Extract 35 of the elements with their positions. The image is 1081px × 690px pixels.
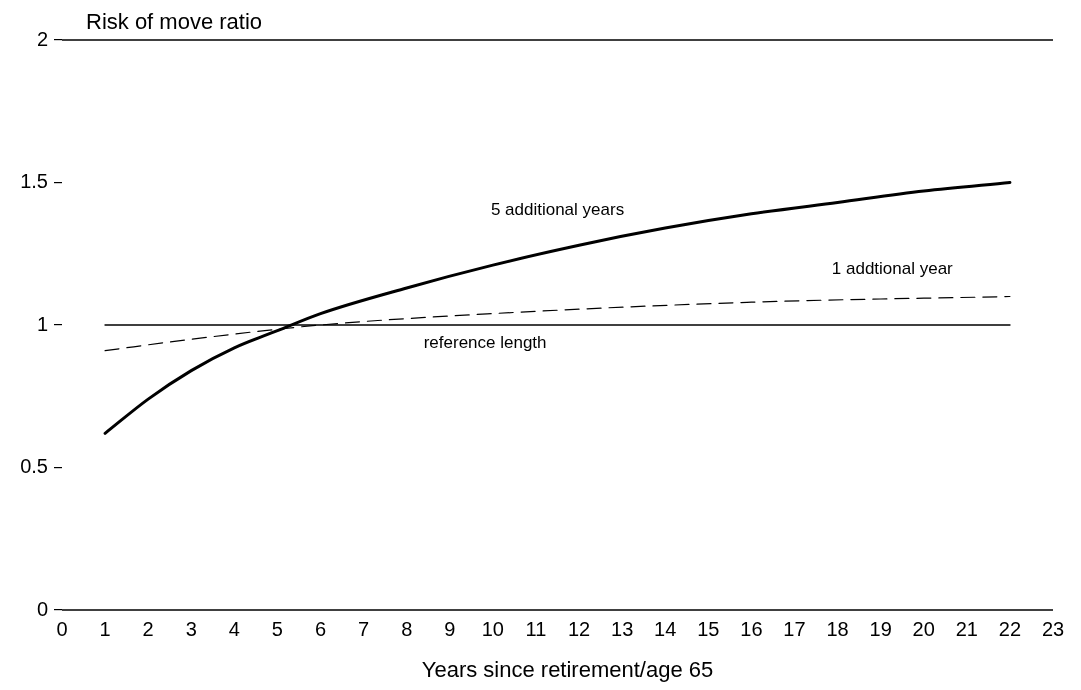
x-tick-label: 19 — [869, 617, 892, 640]
x-tick-label: 9 — [444, 617, 456, 640]
series-label: 5 additional years — [490, 199, 625, 219]
x-tick-label: 20 — [912, 617, 935, 640]
x-tick-label: 7 — [358, 617, 370, 640]
x-tick-label: 22 — [998, 617, 1022, 640]
y-axis-title: Risk of move ratio — [86, 9, 263, 35]
x-tick-label: 2 — [142, 617, 154, 640]
x-tick-label: 10 — [481, 617, 504, 640]
x-tick-label: 8 — [401, 617, 413, 640]
x-tick-label: 13 — [611, 617, 634, 640]
x-tick-label: 17 — [783, 617, 806, 640]
line-series — [103, 181, 1012, 435]
x-tick-label: 16 — [740, 617, 763, 640]
x-tick-label: 12 — [567, 617, 591, 640]
y-tick-label: 0 — [36, 597, 48, 620]
x-tick-label: 3 — [185, 617, 197, 640]
y-tick-label: 1 — [36, 312, 48, 335]
x-tick-label: 5 — [271, 617, 283, 640]
y-tick-label: 2 — [36, 27, 48, 50]
x-axis-title: Years since retirement/age 65 — [421, 657, 714, 683]
y-tick-label: 0.5 — [20, 455, 48, 478]
y-tick-label: 1.5 — [20, 170, 48, 193]
x-tick-label: 14 — [654, 617, 677, 640]
x-tick-label: 11 — [525, 617, 547, 640]
x-tick-label: 15 — [697, 617, 720, 640]
x-tick-label: 0 — [56, 617, 68, 640]
x-tick-label: 4 — [228, 617, 240, 640]
x-tick-label: 23 — [1041, 617, 1065, 640]
x-tick-label: 6 — [314, 617, 327, 640]
x-tick-label: 18 — [826, 617, 849, 640]
series-label: 1 addtional year — [831, 258, 954, 278]
x-tick-label: 1 — [99, 617, 111, 640]
series-label: reference length — [423, 332, 547, 352]
x-tick-label: 21 — [955, 617, 978, 640]
